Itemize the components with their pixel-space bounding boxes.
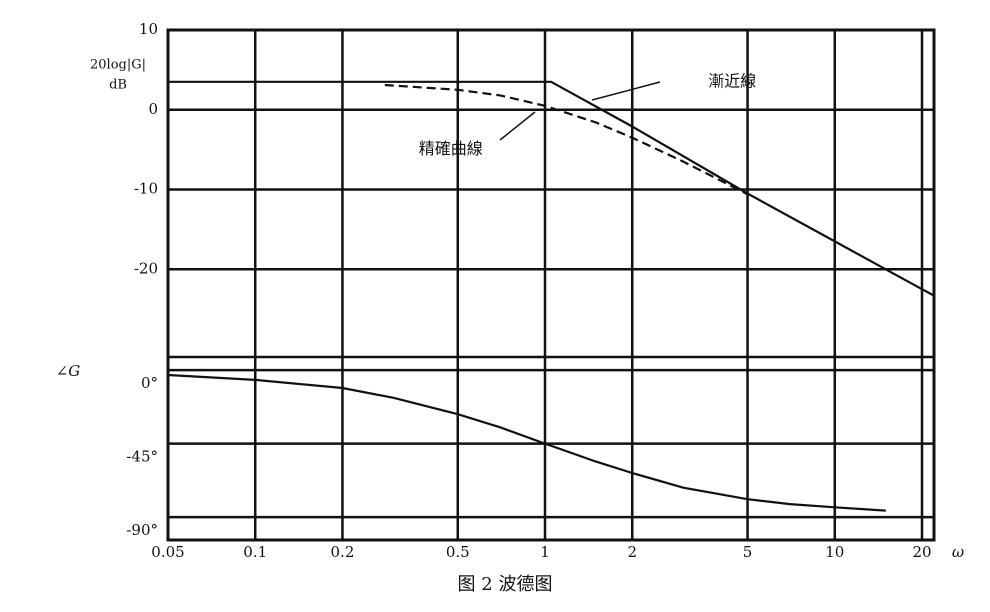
y-tick-label: -45° bbox=[126, 448, 158, 466]
y-tick-label: 10 bbox=[139, 20, 158, 38]
caption: 图 2 波德图 bbox=[458, 574, 553, 595]
curve bbox=[384, 83, 748, 196]
y-axis-label: ∠G bbox=[56, 362, 81, 380]
x-tick-label: 0.05 bbox=[151, 543, 184, 561]
annotation: 漸近線 bbox=[708, 71, 756, 90]
y-axis-label: 20log|G| bbox=[90, 58, 146, 73]
x-tick-label: 0.1 bbox=[243, 543, 267, 561]
annotation-arrow bbox=[591, 81, 661, 101]
y-axis-label: dB bbox=[109, 78, 127, 93]
curve bbox=[167, 373, 886, 512]
x-tick-label: 20 bbox=[912, 543, 931, 561]
x-tick-label: 10 bbox=[825, 543, 844, 561]
x-tick-label: 0.5 bbox=[446, 543, 470, 561]
y-tick-label: -10 bbox=[134, 180, 158, 198]
x-tick-label: 5 bbox=[743, 543, 753, 561]
y-tick-label: -20 bbox=[134, 259, 158, 277]
y-tick-label: 0 bbox=[148, 100, 158, 118]
x-axis-label: ω bbox=[952, 543, 964, 561]
y-tick-label: 0° bbox=[141, 374, 158, 392]
y-tick-label: -90° bbox=[126, 521, 158, 539]
plot-frame bbox=[166, 28, 936, 542]
x-tick-label: 2 bbox=[627, 543, 637, 561]
annotation: 精確曲線 bbox=[419, 139, 483, 158]
annotation-arrow bbox=[499, 111, 536, 141]
x-tick-label: 1 bbox=[540, 543, 550, 561]
x-tick-label: 0.2 bbox=[331, 543, 355, 561]
